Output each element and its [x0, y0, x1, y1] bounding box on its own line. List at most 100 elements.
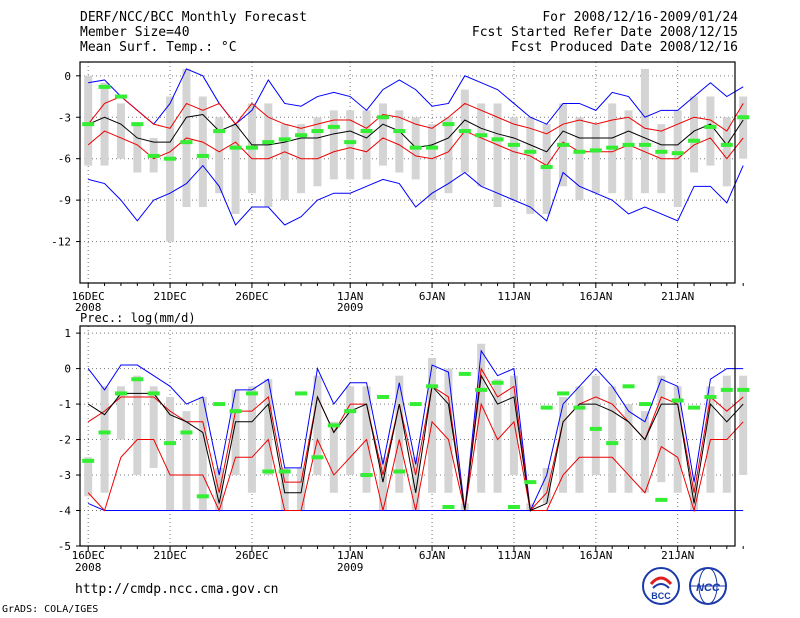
y-tick-label: -5	[58, 540, 71, 553]
spread-box	[575, 117, 584, 201]
y-tick-label: -2	[58, 434, 71, 447]
ensemble-marker	[557, 142, 570, 147]
ensemble-marker	[720, 142, 733, 147]
member-size: Member Size=40	[80, 25, 190, 40]
spread-box	[477, 343, 486, 493]
ensemble-marker	[507, 504, 520, 509]
spread-box	[84, 457, 93, 497]
spread-box	[231, 124, 240, 214]
ensemble-marker	[524, 480, 537, 485]
x-tick-label: 6JAN	[419, 290, 446, 303]
spread-box	[215, 467, 224, 511]
spread-box	[395, 110, 404, 173]
ensemble-marker	[409, 145, 422, 150]
ensemble-marker	[737, 115, 750, 120]
spread-box	[100, 386, 109, 493]
year-label: 2008	[75, 561, 102, 574]
spread-box	[411, 457, 420, 511]
spread-box	[493, 103, 502, 208]
ensemble-marker	[688, 405, 701, 410]
forecast-title: DERF/NCC/BCC Monthly Forecast	[80, 10, 307, 25]
ensemble-marker	[98, 430, 111, 435]
ensemble-marker	[278, 469, 291, 474]
variable-label: Mean Surf. Temp.: °C	[80, 40, 237, 55]
spread-box	[722, 117, 731, 187]
spread-box	[247, 386, 256, 493]
upper-series-line	[87, 95, 744, 135]
ensemble-marker	[491, 137, 504, 142]
spread-box	[428, 357, 437, 493]
ensemble-marker	[147, 391, 160, 396]
spread-box	[444, 117, 453, 194]
ensemble-marker	[82, 458, 95, 463]
x-tick-label: 21DEC	[154, 290, 187, 303]
spread-box	[509, 117, 518, 201]
ensemble-marker	[344, 140, 357, 145]
mean-series-line	[87, 374, 744, 512]
year-label: 2009	[337, 301, 364, 314]
ensemble-marker	[557, 391, 570, 396]
spread-box	[395, 375, 404, 493]
spread-box	[264, 103, 273, 208]
spread-box	[575, 386, 584, 493]
ncc-logo: NCC	[689, 567, 727, 605]
ensemble-marker	[655, 497, 668, 502]
source-url[interactable]: http://cmdp.ncc.cma.gov.cn	[75, 582, 279, 597]
forecast-period: For 2008/12/16-2009/01/24	[542, 10, 738, 25]
temperature-panel: 0 -3 -6 -9 -12 16DEC 21DEC 26DEC 1JAN 6JAN 11JAN 16…	[51, 61, 750, 314]
year-label: 2009	[337, 561, 364, 574]
ensemble-marker	[442, 504, 455, 509]
spread-box	[313, 117, 322, 187]
spread-box	[428, 124, 437, 201]
ensemble-marker	[426, 384, 439, 389]
precip-title: Prec.: log(mm/d)	[80, 311, 196, 325]
spread-box	[215, 117, 224, 194]
x-tick-label: 1JAN	[337, 290, 364, 303]
min-series-line	[88, 164, 744, 226]
y-tick-label: -3	[58, 469, 71, 482]
y-tick-label: -3	[58, 111, 71, 124]
lower-series-line	[87, 402, 744, 513]
ensemble-marker	[98, 84, 111, 89]
ensemble-marker	[295, 133, 308, 138]
ensemble-marker	[589, 148, 602, 153]
spread-box	[182, 411, 191, 511]
ensemble-marker	[360, 473, 373, 478]
y-tick-label: -1	[58, 398, 71, 411]
y-tick-label: 0	[64, 70, 71, 83]
header-left: DERF/NCC/BCC Monthly Forecast Member Size…	[80, 10, 307, 55]
y-tick-label: -9	[58, 194, 71, 207]
plot-frame	[79, 61, 736, 284]
spread-box	[542, 467, 551, 504]
spread-box	[329, 421, 338, 493]
ensemble-marker	[262, 140, 275, 145]
spread-box	[444, 368, 453, 493]
ensemble-marker	[262, 469, 275, 474]
x-tick-label: 21JAN	[661, 549, 694, 562]
spread-box	[722, 375, 731, 493]
spread-box	[280, 467, 289, 511]
ensemble-marker	[147, 153, 160, 158]
ensemble-marker	[295, 391, 308, 396]
spread-box	[624, 404, 633, 493]
ensemble-marker	[311, 129, 324, 134]
plot-frame	[79, 325, 736, 547]
lower-series-line	[87, 130, 744, 167]
spread-box	[149, 386, 158, 468]
x-tick-label: 16JAN	[579, 290, 612, 303]
ensemble-marker	[213, 402, 226, 407]
spread-box	[329, 110, 338, 180]
ensemble-marker	[360, 129, 373, 134]
fcst-started-date: Fcst Started Refer Date 2008/12/15	[471, 25, 738, 40]
ensemble-marker	[229, 409, 242, 414]
x-tick-label: 6JAN	[419, 549, 446, 562]
spread-box	[166, 396, 175, 511]
spread-box	[116, 386, 125, 440]
ensemble-marker	[671, 151, 684, 156]
spread-box	[493, 379, 502, 493]
ensemble-marker	[507, 142, 520, 147]
ensemble-marker	[245, 145, 258, 150]
max-series-line	[88, 68, 744, 125]
bcc-logo: BCC	[642, 567, 680, 605]
